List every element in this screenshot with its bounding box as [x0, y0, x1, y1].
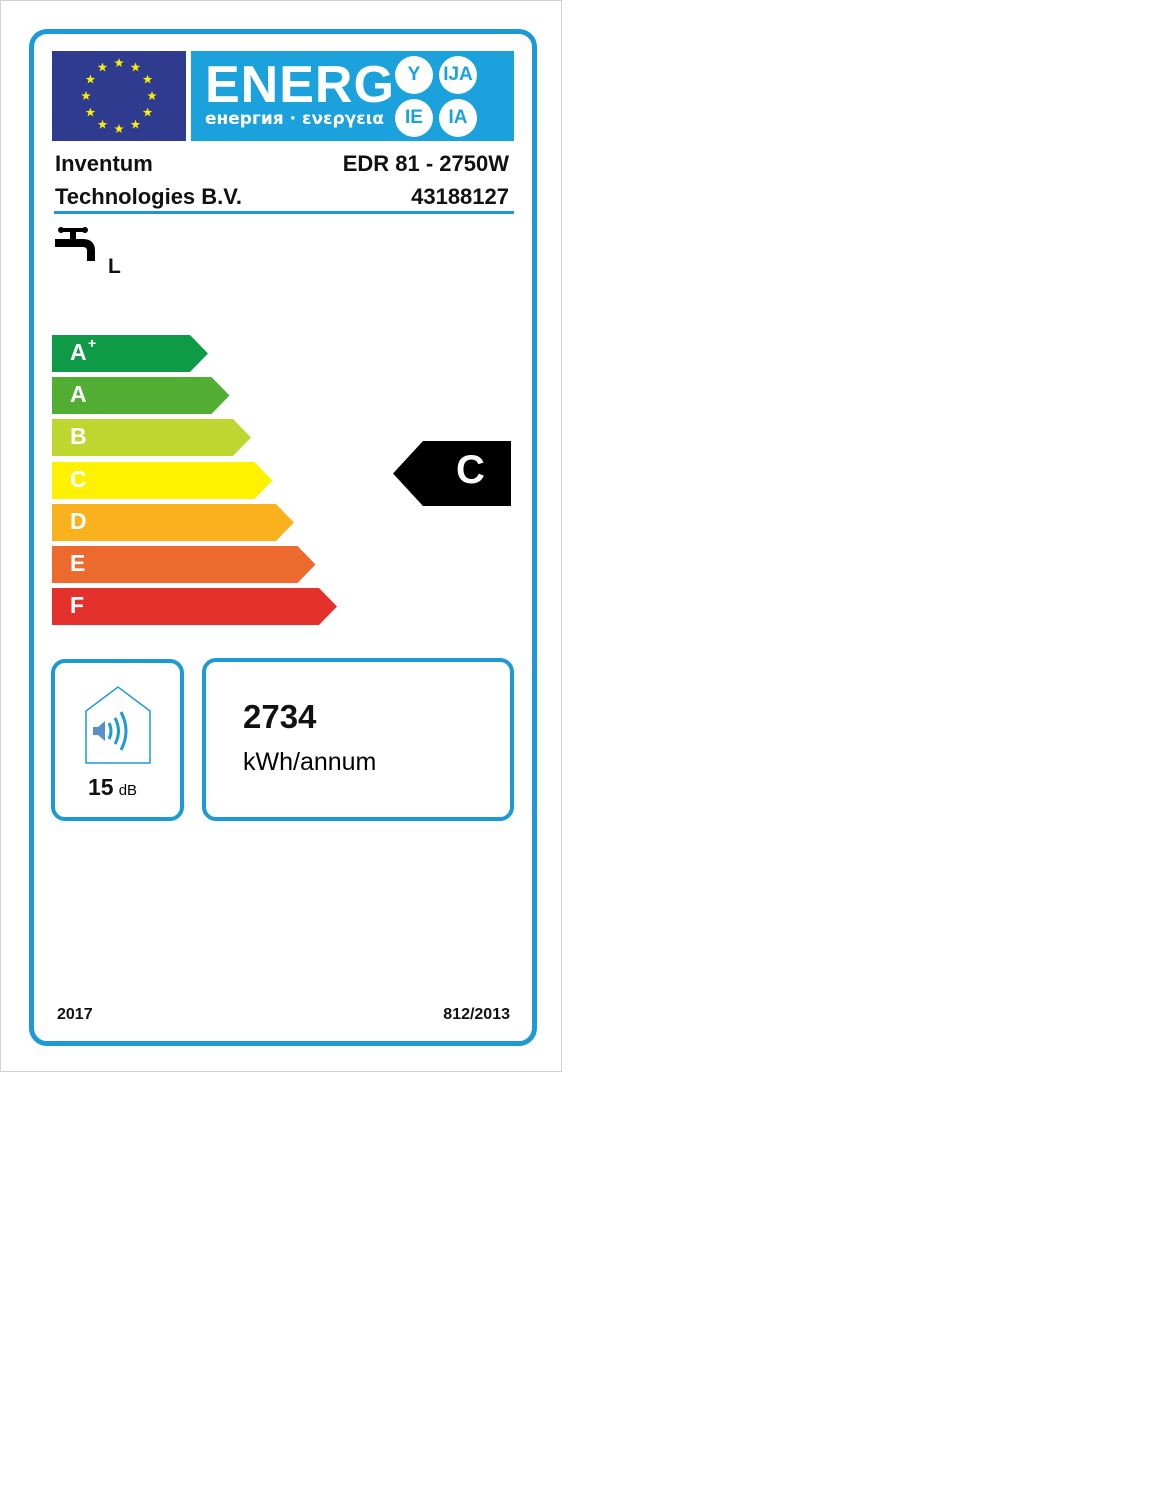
load-profile: L	[108, 255, 121, 278]
energy-word: ENERG	[205, 56, 395, 114]
suffix-y: Y	[395, 56, 433, 94]
scale-label: F	[70, 592, 85, 619]
noise-unit: dB	[118, 782, 138, 799]
consumption-box: 2734 kWh/annum	[202, 658, 514, 821]
header-divider	[54, 211, 514, 214]
scale-label: A	[70, 381, 87, 408]
suffix-ija: IJA	[439, 56, 477, 94]
scale-arrow-f: F	[52, 588, 337, 626]
star-icon	[142, 74, 153, 84]
star-icon	[85, 107, 96, 117]
scale-label-sup: +	[88, 335, 97, 351]
noise-box: 15 dB	[51, 659, 184, 821]
star-icon	[97, 62, 108, 72]
scale-label: B	[70, 423, 87, 450]
star-icon	[97, 119, 108, 129]
model-id: 43188127	[411, 184, 509, 209]
eu-flag	[52, 51, 186, 141]
star-icon	[114, 124, 124, 133]
label-frame	[29, 29, 537, 1046]
scale-arrow-aplus: A +	[52, 335, 208, 372]
star-icon	[114, 58, 124, 67]
scale-arrow-c: C	[52, 461, 273, 499]
tap-icon	[55, 227, 95, 261]
star-icon	[147, 91, 157, 100]
energy-subtitle: енергия · ενεργεια	[205, 109, 384, 129]
eu-stars-icon	[81, 58, 157, 133]
regulation: 812/2013	[443, 1006, 510, 1023]
suffix-ie: IE	[395, 99, 433, 137]
star-icon	[130, 62, 141, 72]
scale-label: D	[70, 507, 87, 534]
rating-arrow	[393, 441, 511, 506]
star-icon	[142, 107, 153, 117]
scale-label: C	[70, 465, 87, 492]
sound-house-icon	[85, 686, 151, 764]
suffix-ia: IA	[439, 99, 477, 137]
scale-label: A	[70, 339, 87, 365]
star-icon	[85, 74, 96, 84]
model-name: EDR 81 - 2750W	[342, 151, 509, 176]
consumption-value: 2734	[243, 698, 317, 735]
rating-class: C	[456, 448, 485, 492]
consumption-unit: kWh/annum	[243, 748, 377, 776]
energy-header: ENERG енергия · ενεργεια Y IJA IE IA	[191, 51, 514, 141]
energy-label: ENERG енергия · ενεργεια Y IJA IE IA Inv…	[0, 0, 562, 1072]
scale-arrow-e: E	[52, 546, 316, 583]
scale-arrow-b: B	[52, 419, 251, 457]
label-year: 2017	[57, 1006, 93, 1023]
scale-arrow-a: A	[52, 377, 230, 415]
star-icon	[81, 91, 91, 100]
scale-label: E	[70, 550, 86, 576]
supplier-name-2: Technologies B.V.	[55, 184, 243, 209]
supplier-name-1: Inventum	[55, 151, 153, 176]
noise-value: 15	[88, 774, 114, 800]
scale-arrow-d: D	[52, 503, 294, 541]
star-icon	[130, 119, 141, 129]
